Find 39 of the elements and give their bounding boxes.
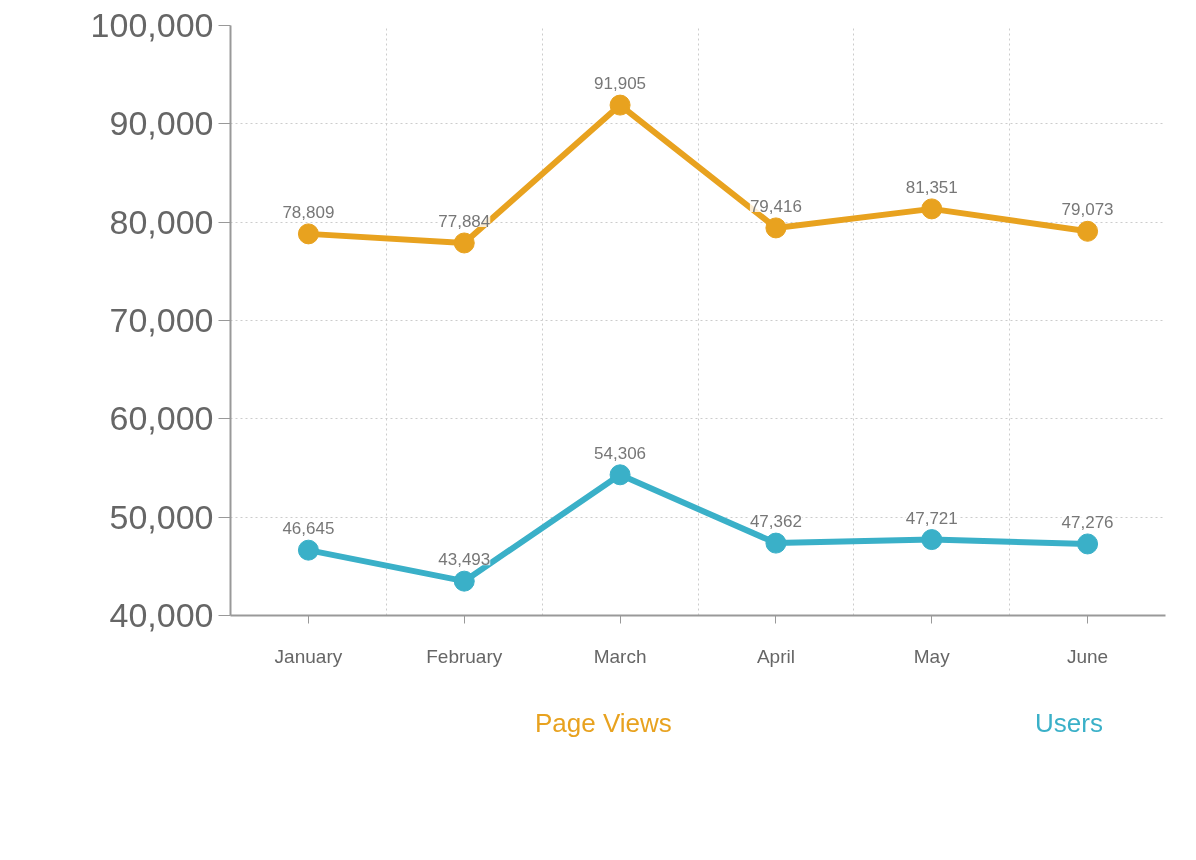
x-tick-label: April xyxy=(756,645,795,667)
data-label: 78,809 xyxy=(282,202,335,222)
text: Users xyxy=(1035,708,1103,739)
point xyxy=(453,232,475,254)
point xyxy=(1077,533,1099,555)
data-label: 43,493 xyxy=(438,550,491,570)
data-label: 77,884 xyxy=(438,211,491,231)
x-tick-label: January xyxy=(274,645,343,667)
y-tick-label: 100,000 xyxy=(90,6,214,44)
x-tick-label: May xyxy=(913,645,951,667)
data-label: 54,306 xyxy=(594,443,647,463)
point xyxy=(765,217,787,239)
x-tick-label: March xyxy=(593,645,647,667)
point xyxy=(765,532,787,554)
y-tick-label: 40,000 xyxy=(109,596,214,634)
point xyxy=(921,198,943,220)
point xyxy=(297,539,319,561)
x-tick-label: February xyxy=(426,645,503,667)
data-label: 47,721 xyxy=(905,508,958,528)
data-label: 47,276 xyxy=(1061,512,1114,532)
point xyxy=(609,94,631,116)
data-label: 81,351 xyxy=(905,177,958,197)
text: Page Views xyxy=(535,708,672,739)
point xyxy=(921,529,943,551)
data-label: 79,073 xyxy=(1061,200,1114,220)
point xyxy=(297,223,319,245)
data-label: 79,416 xyxy=(749,196,802,216)
data-label: 47,362 xyxy=(749,512,802,532)
x-tick-label: June xyxy=(1066,645,1109,667)
y-tick-label: 60,000 xyxy=(109,399,214,438)
point xyxy=(609,464,631,486)
y-tick-label: 50,000 xyxy=(109,497,214,536)
point xyxy=(453,570,475,592)
data-label: 91,905 xyxy=(594,74,647,94)
y-tick-label: 70,000 xyxy=(109,301,214,339)
y-tick-label: 80,000 xyxy=(109,202,214,241)
y-tick-label: 90,000 xyxy=(109,104,214,143)
data-label: 46,645 xyxy=(282,519,335,539)
point xyxy=(1077,220,1099,242)
